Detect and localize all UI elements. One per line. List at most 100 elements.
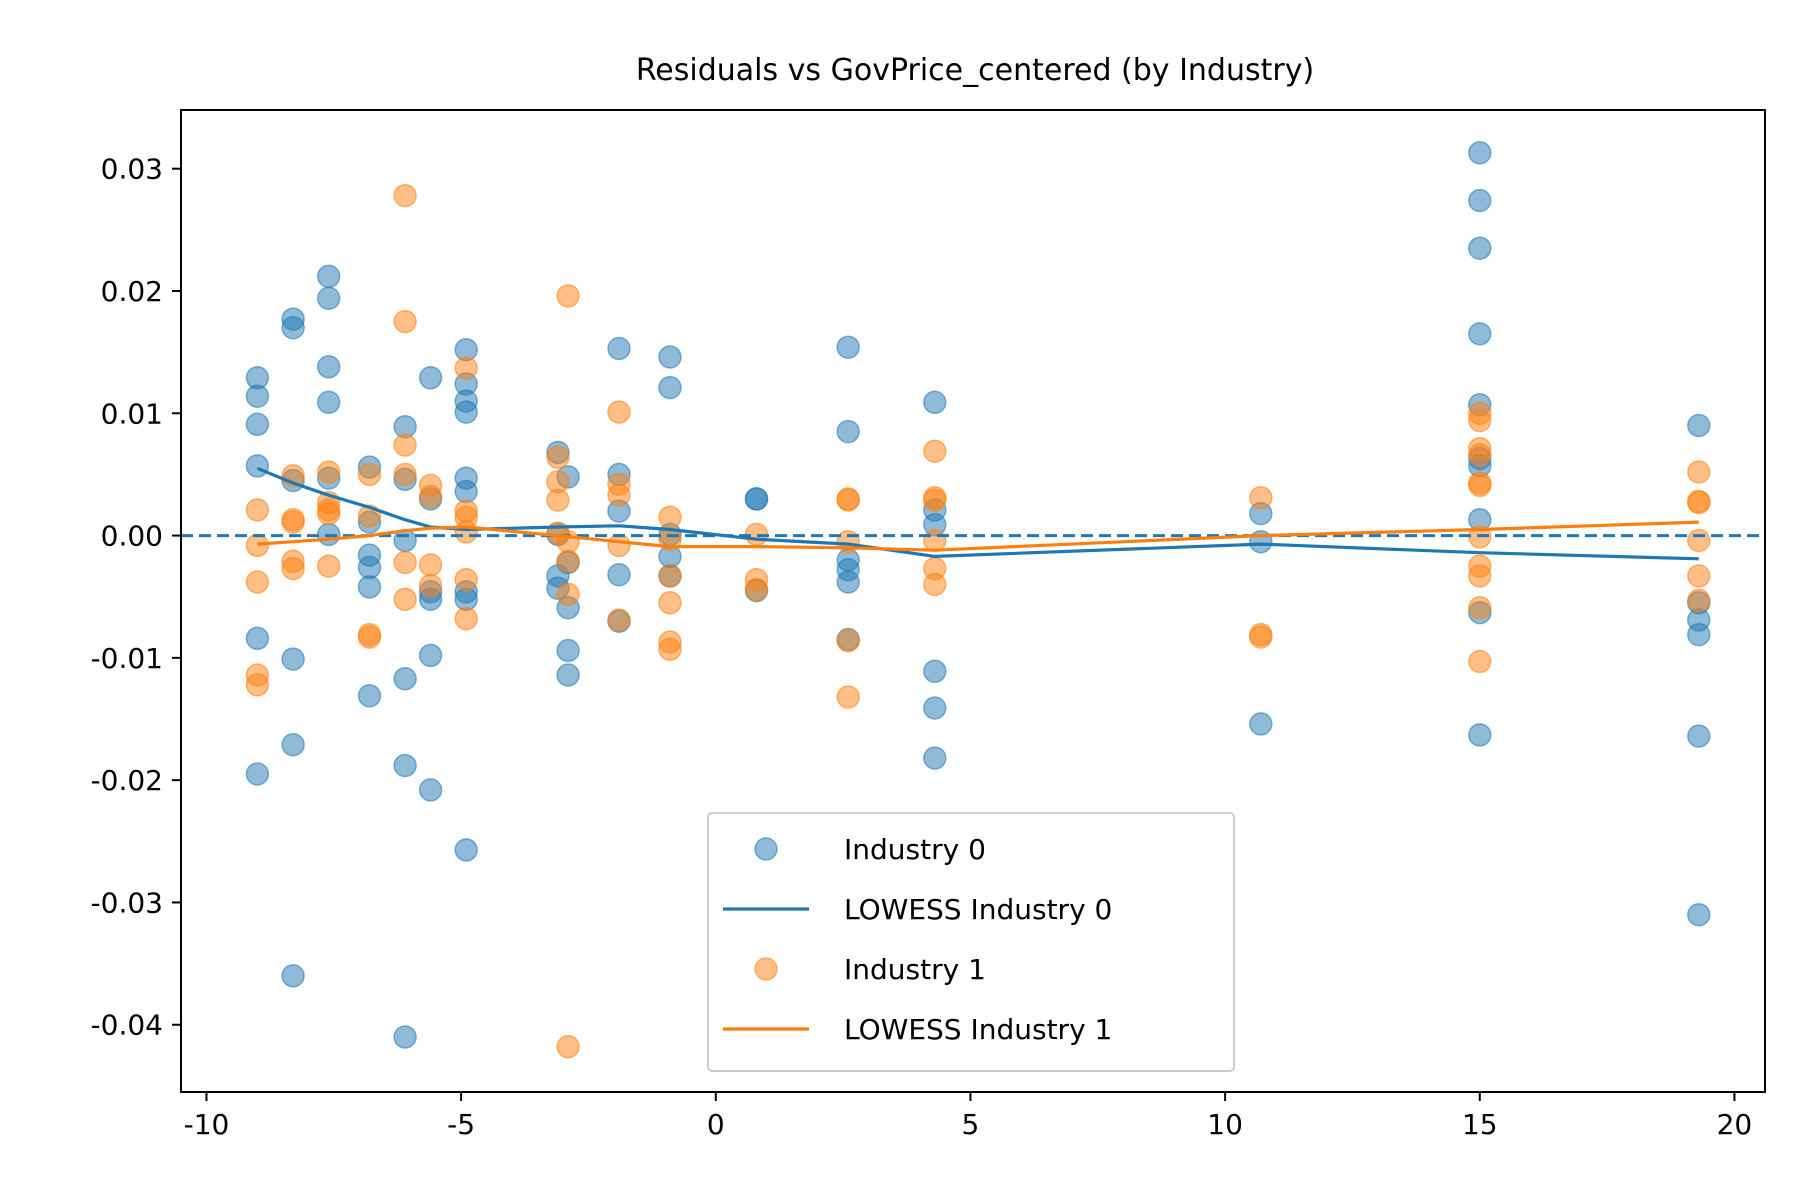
- series-0-point-60: [658, 375, 682, 400]
- legend-marker-2: [754, 957, 778, 981]
- series-0-point-7: [281, 315, 305, 340]
- y-tick-label-4: -0.01: [91, 642, 163, 675]
- series-2-point-2: [245, 570, 270, 594]
- series-2-point-47: [607, 533, 631, 558]
- series-0-point-57: [607, 562, 631, 587]
- series-2-point-27: [418, 553, 443, 577]
- series-2-point-22: [393, 462, 417, 487]
- series-0-point-82: [1468, 141, 1492, 165]
- series-0-point-54: [607, 336, 631, 361]
- series-2-point-46: [607, 483, 631, 507]
- series-2-point-43: [556, 1035, 580, 1059]
- series-0-point-71: [836, 570, 860, 594]
- series-2-point-18: [357, 625, 382, 649]
- y-tick-label-5: -0.02: [91, 764, 163, 797]
- axes: -10 -5 0 5 10 15 20 0.03 0.02 0.01 0.00 -0.01 -0.02 -…: [91, 109, 1766, 1141]
- series-2-point-41: [556, 549, 580, 574]
- series-2-point-80: [1468, 564, 1492, 588]
- series-0-point-85: [1468, 322, 1492, 346]
- series-2-point-26: [418, 484, 443, 509]
- series-2-point-88: [1687, 588, 1711, 613]
- series-0-point-13: [316, 286, 341, 311]
- series-2-point-85: [1687, 490, 1711, 515]
- series-2-point-57: [744, 577, 769, 602]
- x-tick-label-4: 10: [1207, 1108, 1243, 1141]
- series-0-point-81: [1249, 712, 1273, 736]
- series-0-point-97: [1687, 902, 1711, 927]
- series-2-point-24: [393, 587, 417, 611]
- series-0-point-1: [245, 384, 270, 408]
- series-2-point-7: [281, 510, 305, 534]
- legend-label-3: LOWESS Industry 1: [844, 1013, 1112, 1046]
- series-2-point-33: [454, 567, 478, 592]
- series-2-point-20: [393, 309, 417, 334]
- series-0-point-41: [454, 479, 478, 504]
- series-2-point-52: [658, 591, 682, 615]
- series-0-point-10: [281, 732, 305, 757]
- series-2-point-65: [923, 488, 947, 512]
- series-0-point-65: [744, 487, 769, 511]
- series-2-point-19: [393, 183, 417, 208]
- series-2-point-44: [607, 400, 631, 424]
- plot-area: [181, 141, 1765, 1059]
- series-2-point-49: [658, 505, 682, 529]
- y-tick-label-6: -0.03: [91, 886, 163, 919]
- series-2-point-59: [836, 488, 860, 512]
- series-2-point-4: [245, 673, 270, 697]
- series-0-point-96: [1687, 724, 1711, 748]
- series-0-point-2: [245, 412, 270, 437]
- series-2-point-42: [556, 582, 580, 607]
- series-2-point-51: [658, 564, 682, 588]
- series-0-point-44: [454, 838, 478, 862]
- series-0-point-73: [923, 390, 947, 415]
- series-0-point-22: [357, 575, 382, 599]
- series-3-line: [257, 520, 1699, 552]
- series-0-point-91: [1468, 723, 1492, 747]
- series-2-point-39: [556, 284, 580, 308]
- series-0-point-53: [556, 663, 580, 687]
- series-2-point-54: [658, 637, 682, 662]
- series-2-point-0: [245, 498, 270, 522]
- series-0-point-28: [393, 753, 417, 778]
- series-0-point-4: [245, 626, 270, 651]
- series-2-point-68: [923, 572, 947, 597]
- series-0-point-23: [357, 684, 382, 708]
- series-0-point-59: [658, 345, 682, 369]
- series-0-point-29: [393, 1025, 417, 1049]
- series-2-point-75: [1468, 443, 1492, 467]
- series-0-point-3: [245, 454, 270, 478]
- series-2-point-15: [357, 462, 382, 487]
- series-0-point-39: [454, 400, 478, 424]
- legend-label-2: Industry 1: [844, 953, 986, 986]
- series-2-point-77: [1468, 473, 1492, 498]
- x-tick-label-2: 0: [707, 1108, 725, 1141]
- plot-content: [181, 141, 1765, 1059]
- series-2-point-40: [556, 529, 580, 554]
- series-0-point-9: [281, 647, 305, 671]
- series-2-point-34: [454, 606, 478, 631]
- series-1-line: [256, 466, 1699, 561]
- series-2-point-61: [836, 628, 860, 653]
- series-0-point-21: [357, 555, 382, 580]
- series-2-point-21: [393, 433, 417, 457]
- series-0-point-34: [418, 643, 443, 668]
- x-tick-label-6: 20: [1717, 1108, 1753, 1141]
- series-0-point-68: [836, 419, 860, 444]
- series-0-point-78: [923, 746, 947, 770]
- y-tick-label-0: 0.03: [101, 153, 163, 186]
- x-tick-label-3: 5: [962, 1108, 980, 1141]
- series-2-point-1: [245, 533, 270, 558]
- legend-label-0: Industry 0: [844, 833, 986, 866]
- x-tick-label-1: -5: [447, 1108, 475, 1141]
- series-0-point-76: [923, 659, 947, 684]
- legend-marker-0: [754, 837, 778, 861]
- series-0-point-30: [418, 366, 443, 390]
- series-2-point-48: [607, 608, 631, 632]
- series-2-point-32: [454, 520, 478, 544]
- series-0-point-77: [923, 696, 947, 720]
- series-2-point-14: [316, 554, 341, 578]
- series-2-point-63: [923, 439, 947, 463]
- series-2-point-86: [1687, 528, 1711, 553]
- series-0-point-52: [556, 638, 580, 663]
